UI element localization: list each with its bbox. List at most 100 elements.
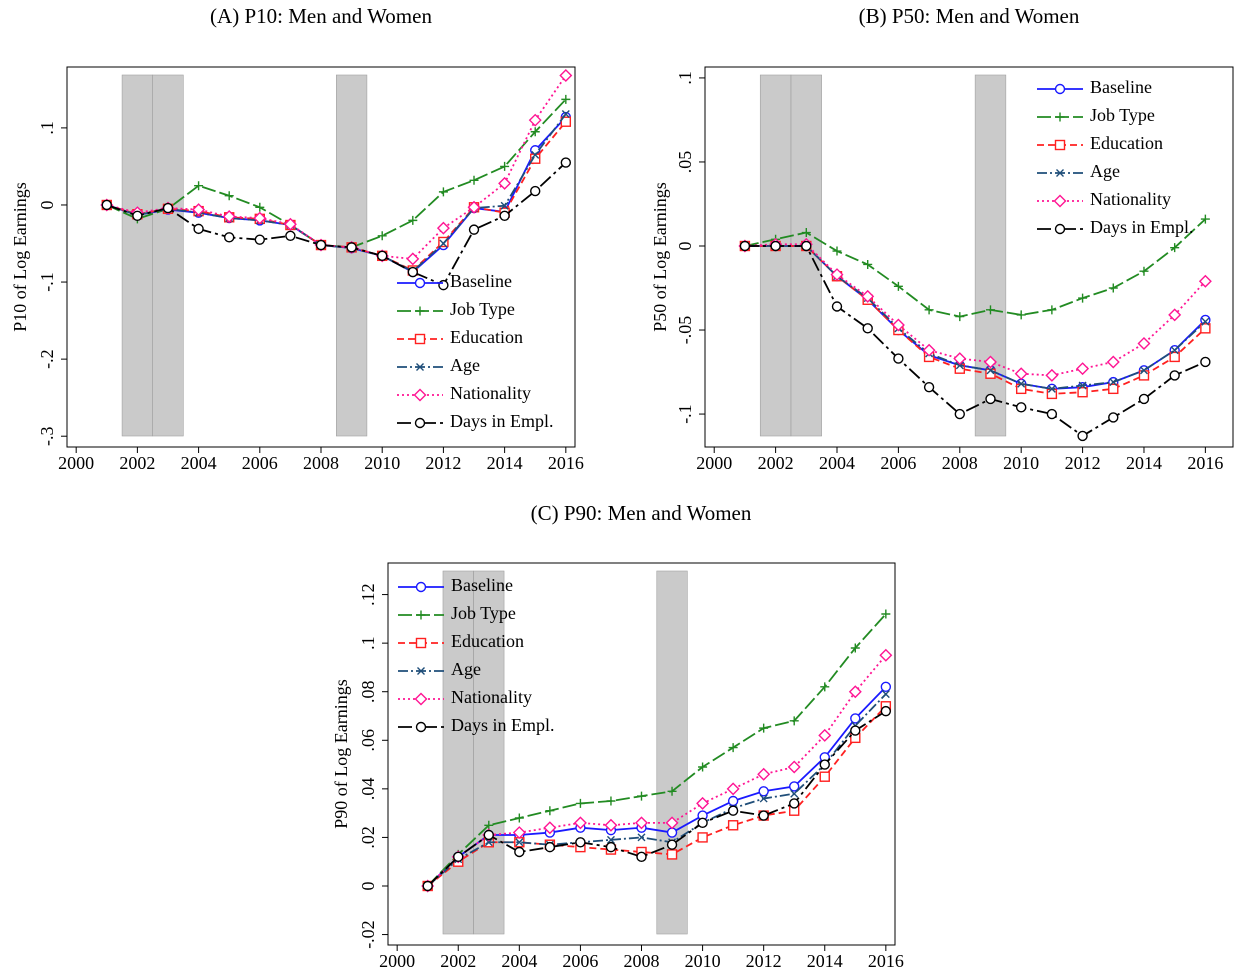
x-tick-label: 2002 [119,453,155,473]
marker [1015,383,1027,395]
x-tick-label: 2012 [746,951,782,971]
x-tick-label: 2014 [1126,453,1162,473]
y-tick-label: -.3 [37,426,57,446]
x-tick-label: 2014 [807,951,843,971]
marker [1047,384,1056,393]
series-line [427,613,887,887]
marker [667,786,677,796]
marker [530,127,540,137]
legend-label: Days in Empl. [451,715,555,735]
y-tick-label: 0 [358,881,378,890]
marker [953,352,967,366]
x-tick-label: 2016 [1187,453,1223,473]
y-tick-label: -.2 [37,349,57,369]
x-tick-label: 2002 [758,453,794,473]
x-tick-label: 2000 [58,453,94,473]
marker [881,690,890,699]
marker [223,232,235,243]
series-line [106,113,567,273]
marker [790,789,799,798]
marker [636,851,647,863]
x-tick-label: 2006 [562,951,598,971]
series-line [427,693,887,887]
legend-marker [1056,169,1064,177]
series-line [427,710,887,887]
marker [514,846,525,858]
legend-label: Baseline [1090,77,1152,97]
x-tick-label: 2008 [624,951,660,971]
marker [880,681,892,693]
marker [377,231,387,241]
marker [575,837,586,848]
marker [484,820,494,830]
marker [1169,351,1180,363]
marker [1078,293,1088,303]
marker [758,786,769,797]
marker [758,810,769,821]
marker [787,760,801,774]
marker [1015,402,1027,413]
legend-marker [417,667,425,675]
legend-label: Age [1090,161,1120,181]
marker [666,849,678,860]
marker [955,361,964,370]
marker [559,68,573,82]
marker [879,648,893,662]
marker [759,794,768,803]
marker [253,211,267,225]
marker [637,833,646,842]
series-line [106,161,567,287]
marker [789,781,800,792]
marker [830,268,844,282]
marker [863,259,873,269]
series-line [744,243,1207,377]
x-tick-label: 2000 [696,453,732,473]
x-tick-label: 2006 [880,453,916,473]
marker [850,725,861,736]
marker [1077,430,1088,442]
marker [1017,379,1026,388]
marker [438,236,449,248]
marker [1201,317,1210,326]
y-tick-label: -.02 [358,920,378,949]
marker [162,202,174,214]
marker [985,368,996,379]
marker [666,827,678,838]
marker [1014,367,1028,381]
marker [605,841,617,853]
series-line [744,218,1206,318]
x-tick-label: 2012 [1065,453,1101,473]
shaded-region [974,74,1007,437]
marker [820,682,830,692]
marker [698,762,708,772]
marker [728,743,738,753]
marker [512,826,526,840]
y-tick-label: 0 [37,200,57,209]
marker [819,771,830,782]
legend-label: Nationality [451,687,532,707]
chart-title: (C) P90: Men and Women [531,501,752,525]
marker [1047,305,1057,315]
x-tick-label: 2004 [181,453,217,473]
marker [832,246,842,256]
marker [453,851,464,863]
legend-marker [415,637,427,649]
legend-label: Job Type [450,299,515,319]
legend-marker [1054,83,1066,95]
y-tick-label: -.05 [675,316,695,345]
chart-title: (B) P50: Men and Women [859,4,1080,28]
x-tick-label: 2002 [440,951,476,971]
y-tick-label: .02 [358,826,378,849]
marker [1108,383,1119,395]
marker [224,191,234,201]
marker [1137,336,1151,350]
marker [438,279,449,291]
marker [1046,388,1058,400]
marker [880,705,892,717]
marker [924,305,934,315]
x-tick-label: 2010 [364,453,400,473]
marker [483,829,494,841]
legend-label: Job Type [1090,105,1155,125]
marker [850,643,860,653]
x-tick-label: 2014 [487,453,523,473]
